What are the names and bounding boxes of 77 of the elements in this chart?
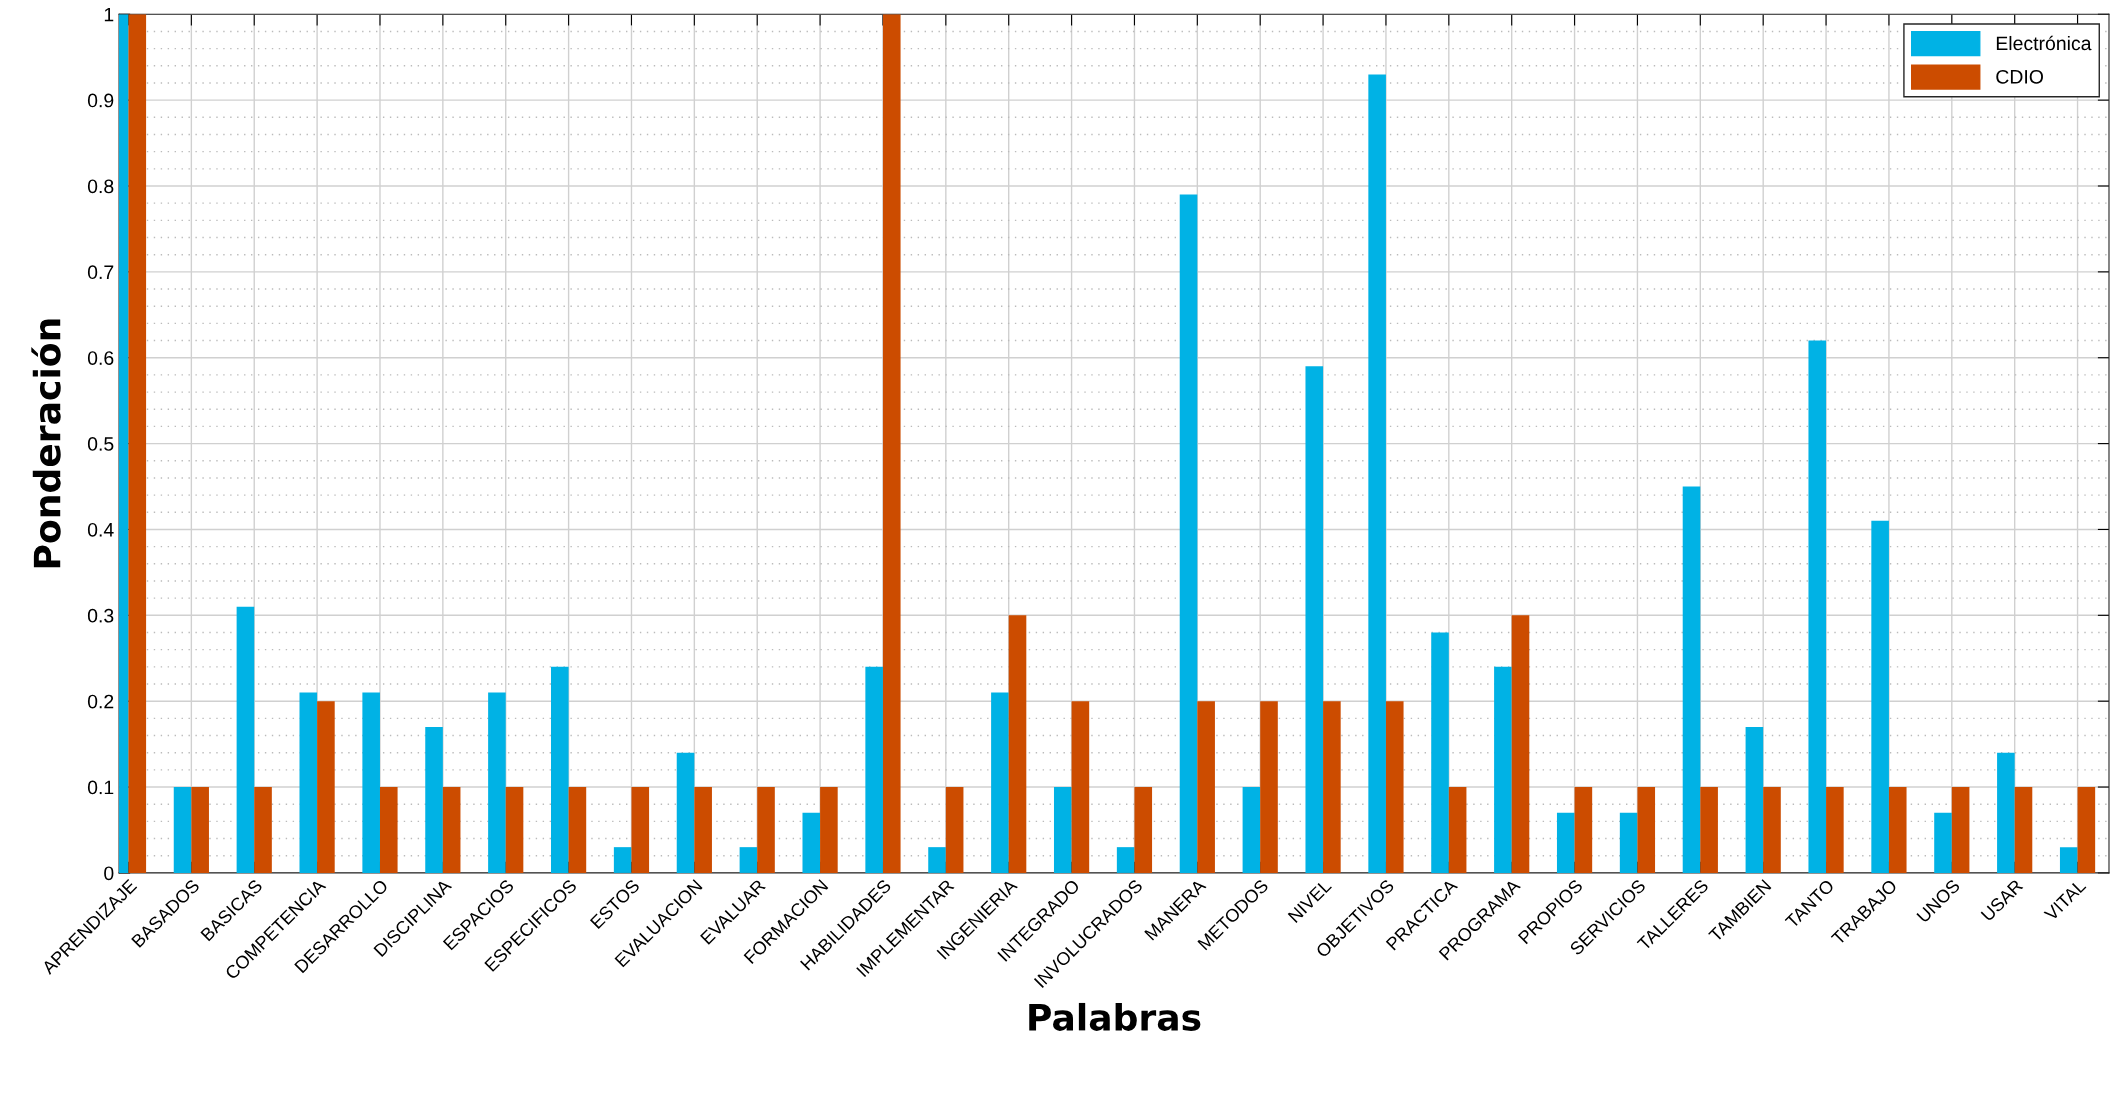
y-tick-label: 0.5 xyxy=(87,437,114,451)
bar xyxy=(173,787,192,873)
bar xyxy=(1637,787,1656,873)
bar xyxy=(488,692,506,873)
y-tick-label: 0.8 xyxy=(87,179,114,194)
bar xyxy=(945,787,964,873)
bar xyxy=(1242,787,1261,873)
y-tick-label: 0.6 xyxy=(87,351,114,365)
bar xyxy=(317,701,335,873)
y-tick-label: 0.7 xyxy=(87,265,114,280)
bar xyxy=(882,14,901,873)
y-tick-label: 0 xyxy=(104,866,114,881)
bar xyxy=(2077,787,2096,873)
bar xyxy=(1997,752,2015,873)
bar xyxy=(1305,366,1324,873)
bar xyxy=(1323,701,1341,873)
bar xyxy=(1134,787,1153,873)
bar xyxy=(299,692,318,873)
bar xyxy=(254,787,272,873)
bar xyxy=(1808,340,1827,873)
bar xyxy=(1197,701,1215,873)
bar xyxy=(1888,787,1907,873)
bar xyxy=(1448,787,1467,873)
bar xyxy=(236,606,255,873)
bar xyxy=(1934,812,1952,873)
legend-label: CDIO xyxy=(1996,69,2043,84)
bar xyxy=(362,692,380,873)
bar xyxy=(802,812,821,873)
bar xyxy=(991,692,1009,873)
bar xyxy=(505,787,524,873)
bar xyxy=(550,666,569,873)
bar xyxy=(757,787,775,873)
bar xyxy=(631,787,650,873)
bar xyxy=(191,787,209,873)
bar xyxy=(613,847,632,873)
bar xyxy=(2059,847,2078,873)
bar xyxy=(1682,486,1701,873)
bar xyxy=(1008,615,1027,873)
bar xyxy=(1053,787,1072,873)
bar xyxy=(1494,666,1512,873)
bar xyxy=(1745,726,1764,873)
y-tick-label: 0.4 xyxy=(87,522,114,537)
bar xyxy=(1871,520,1889,873)
bar xyxy=(1385,701,1404,873)
y-tick-label: 0.2 xyxy=(87,694,114,709)
bar xyxy=(1826,787,1844,873)
bar xyxy=(2014,787,2033,873)
bar xyxy=(739,847,758,873)
bar xyxy=(928,847,946,873)
bar xyxy=(568,787,587,873)
bar xyxy=(1574,787,1593,873)
bar xyxy=(1763,787,1781,873)
bar xyxy=(676,752,695,873)
bar xyxy=(1556,812,1575,873)
x-axis-title: Palabras xyxy=(1029,1002,1201,1031)
y-tick-label: 0.3 xyxy=(87,608,114,623)
bar xyxy=(425,726,443,873)
y-axis-title: Ponderación xyxy=(31,319,61,568)
bar xyxy=(1071,701,1090,873)
bar xyxy=(694,787,712,873)
bar xyxy=(1619,812,1638,873)
y-tick-label: 1 xyxy=(104,7,114,22)
y-tick-label: 0.1 xyxy=(87,780,114,795)
y-tick-label: 0.9 xyxy=(87,93,114,108)
bar xyxy=(379,787,398,873)
bar xyxy=(1260,701,1278,873)
bar xyxy=(1179,194,1198,873)
bar xyxy=(1431,632,1449,873)
bar xyxy=(820,787,838,873)
bar xyxy=(865,666,883,873)
bar xyxy=(442,787,461,873)
legend-label: Electrónica xyxy=(1996,35,2092,51)
bar xyxy=(1116,847,1135,873)
bar xyxy=(1951,787,1970,873)
bar xyxy=(1511,615,1530,873)
bar xyxy=(1368,74,1386,873)
bar xyxy=(1700,787,1718,873)
